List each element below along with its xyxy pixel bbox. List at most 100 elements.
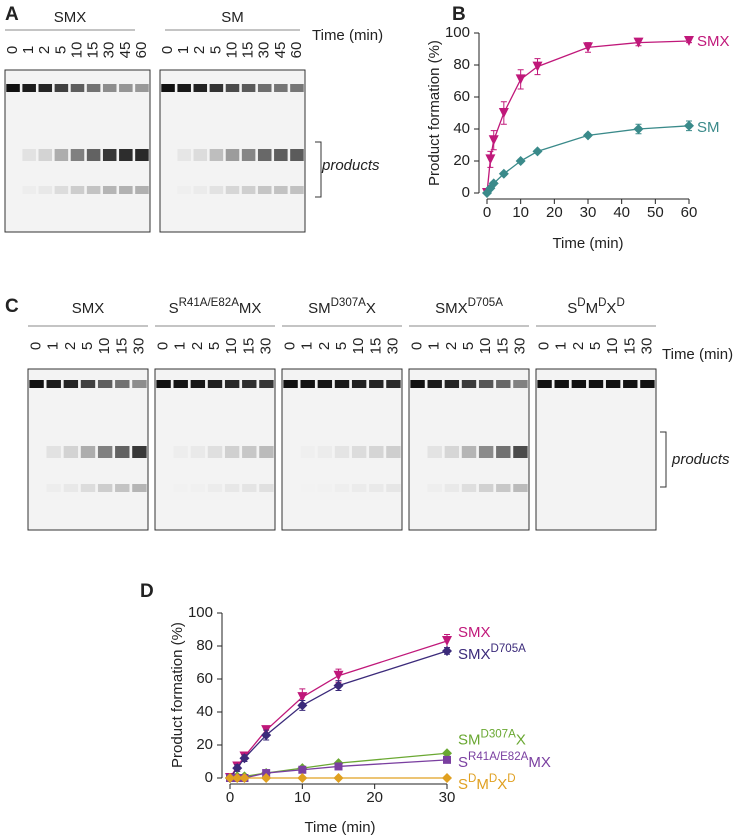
- lane-label: 15: [85, 42, 102, 59]
- lane-label: 60: [133, 42, 150, 59]
- y-axis-label: Product formation (%): [426, 40, 443, 186]
- superscript: D705A: [491, 643, 527, 655]
- marker: [442, 636, 452, 647]
- minor-band: [97, 484, 113, 492]
- lane-label: 15: [113, 338, 130, 355]
- panel-label: C: [5, 296, 19, 317]
- panel-label: B: [452, 4, 466, 25]
- series-label: SR41A/E82AMX: [458, 751, 551, 771]
- marker: [515, 156, 526, 166]
- lane-label: 45: [117, 42, 134, 59]
- lane-label: 30: [256, 42, 273, 59]
- product-band: [38, 149, 53, 161]
- product-band: [242, 446, 257, 458]
- minor-band: [177, 186, 191, 194]
- substrate-band: [97, 380, 113, 388]
- gel-label: SMD307AX: [308, 297, 376, 317]
- marker: [333, 680, 344, 691]
- minor-band: [70, 186, 85, 194]
- lane-label: 30: [384, 338, 401, 355]
- superscript: D: [507, 773, 515, 785]
- text-segment: X: [606, 300, 616, 317]
- minor-band: [352, 484, 366, 492]
- minor-band: [209, 186, 224, 194]
- products-bracket: [315, 141, 322, 198]
- substrate-band: [274, 84, 288, 92]
- product-band: [257, 149, 272, 161]
- text-segment: SM: [221, 9, 244, 26]
- substrate-band: [242, 380, 257, 388]
- series-label: SMX: [697, 33, 730, 50]
- minor-band: [135, 186, 149, 194]
- lane-label: 1: [45, 342, 62, 350]
- marker: [684, 120, 694, 131]
- minor-band: [225, 186, 240, 194]
- product-band: [444, 446, 460, 458]
- panel-label: D: [140, 581, 154, 602]
- x-tick-label: 0: [483, 204, 491, 221]
- y-tick-label: 80: [453, 56, 470, 73]
- minor-band: [22, 186, 36, 194]
- product-band: [70, 149, 85, 161]
- text-segment: M: [476, 776, 489, 793]
- product-band: [290, 149, 304, 161]
- lane-label: 2: [570, 342, 587, 350]
- lane-label: 30: [130, 338, 147, 355]
- series-label: SM: [697, 119, 720, 136]
- product-band: [386, 446, 401, 458]
- x-tick-label: 30: [580, 204, 597, 221]
- substrate-band: [54, 84, 69, 92]
- text-segment: SM: [697, 119, 720, 136]
- panel-label: A: [5, 4, 19, 25]
- minor-band: [259, 484, 274, 492]
- lane-label: 0: [4, 46, 21, 54]
- product-band: [259, 446, 274, 458]
- lane-label: 1: [172, 342, 189, 350]
- product-band: [119, 149, 133, 161]
- y-tick-label: 60: [196, 670, 213, 687]
- substrate-band: [115, 380, 130, 388]
- x-tick-label: 40: [613, 204, 630, 221]
- product-band: [97, 446, 113, 458]
- substrate-band: [410, 380, 425, 388]
- substrate-band: [571, 380, 587, 388]
- marker: [297, 692, 308, 703]
- products-label: products: [671, 451, 730, 468]
- gel-label: SDMDXD: [567, 297, 625, 317]
- substrate-band: [640, 380, 655, 388]
- lane-label: 15: [367, 338, 384, 355]
- lane-label: 10: [350, 338, 367, 355]
- substrate-band: [300, 380, 315, 388]
- lane-label: 2: [316, 342, 333, 350]
- marker: [442, 748, 452, 759]
- text-segment: SMX: [458, 646, 491, 663]
- minor-band: [478, 484, 494, 492]
- minor-band: [63, 484, 79, 492]
- x-tick-label: 20: [546, 204, 563, 221]
- minor-band: [428, 484, 442, 492]
- product-band: [22, 149, 36, 161]
- lane-label: 15: [240, 42, 257, 59]
- products-label: products: [321, 157, 380, 174]
- y-tick-label: 80: [196, 637, 213, 654]
- product-band: [461, 446, 477, 458]
- minor-band: [290, 186, 304, 194]
- minor-band: [191, 484, 205, 492]
- substrate-band: [29, 380, 44, 388]
- product-band: [193, 149, 208, 161]
- text-segment: SM: [308, 300, 331, 317]
- lane-label: 2: [191, 46, 208, 54]
- lane-label: 30: [638, 338, 655, 355]
- lane-label: 0: [155, 342, 172, 350]
- substrate-band: [334, 380, 350, 388]
- gel-label: SMX: [72, 300, 105, 317]
- product-band: [135, 149, 149, 161]
- product-band: [174, 446, 188, 458]
- lane-label: 45: [272, 42, 289, 59]
- superscript: D307A: [481, 728, 517, 740]
- marker: [442, 645, 452, 656]
- marker: [532, 61, 543, 72]
- product-band: [301, 446, 315, 458]
- substrate-band: [173, 380, 188, 388]
